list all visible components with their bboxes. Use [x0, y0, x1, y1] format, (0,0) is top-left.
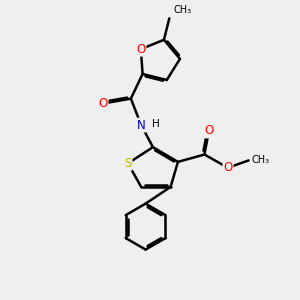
- Text: S: S: [124, 157, 132, 170]
- Text: O: O: [204, 124, 214, 137]
- Text: O: O: [98, 97, 107, 110]
- Text: CH₃: CH₃: [251, 155, 270, 165]
- Text: O: O: [136, 43, 146, 56]
- Text: N: N: [137, 118, 146, 132]
- Text: H: H: [152, 118, 160, 129]
- Text: CH₃: CH₃: [174, 5, 192, 16]
- Text: O: O: [223, 161, 232, 174]
